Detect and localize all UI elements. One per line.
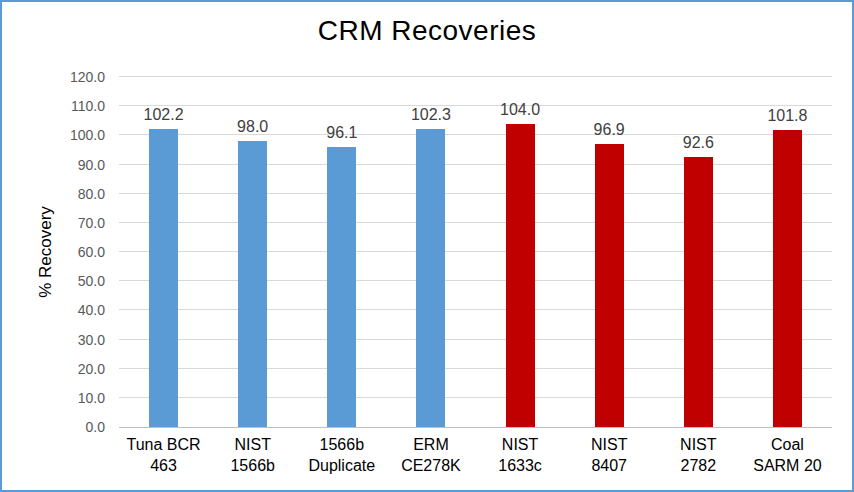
bar <box>238 141 267 427</box>
y-tick-label: 70.0 <box>42 214 105 232</box>
gridline <box>119 309 832 310</box>
x-category-label: ERMCE278K <box>386 434 475 476</box>
y-tick-label: 20.0 <box>42 360 105 378</box>
bar-value-label: 98.0 <box>221 118 285 136</box>
bar <box>595 144 624 427</box>
y-tick-label: 120.0 <box>42 68 105 86</box>
bar-value-label: 96.1 <box>310 124 374 142</box>
y-tick-label: 40.0 <box>42 301 105 319</box>
x-category-label-line: NIST <box>476 434 565 455</box>
gridline <box>119 222 832 223</box>
x-category-label-line: 8407 <box>565 455 654 476</box>
bar-value-label: 102.3 <box>399 106 463 124</box>
x-category-label-line: 463 <box>119 455 208 476</box>
y-tick-label: 30.0 <box>42 331 105 349</box>
x-category-label-line: NIST <box>654 434 743 455</box>
x-category-label: 1566bDuplicate <box>297 434 386 476</box>
x-category-label-line: 1566b <box>297 434 386 455</box>
gridline <box>119 339 832 340</box>
y-tick-label: 90.0 <box>42 156 105 174</box>
y-tick-label: 0.0 <box>42 418 105 436</box>
x-category-label-line: NIST <box>208 434 297 455</box>
bar <box>327 147 356 427</box>
gridline <box>119 280 832 281</box>
bar-value-label: 104.0 <box>488 101 552 119</box>
crm-recoveries-chart[interactable]: CRM Recoveries % Recovery 102.298.096.11… <box>0 0 854 492</box>
gridline <box>119 397 832 398</box>
bar-value-label: 92.6 <box>666 134 730 152</box>
gridline <box>119 164 832 165</box>
bar-value-label: 101.8 <box>755 107 819 125</box>
plot-area: 102.2 98.0 96.1 102.3 104.0 96.9 92.6 101.8 <box>119 77 832 428</box>
x-category-label-line: SARM 20 <box>743 455 832 476</box>
chart-title: CRM Recoveries <box>2 15 852 47</box>
x-category-label: NIST1633c <box>476 434 565 476</box>
gridline <box>119 251 832 252</box>
y-tick-label: 50.0 <box>42 272 105 290</box>
bar <box>506 124 535 427</box>
gridline <box>119 193 832 194</box>
x-category-label-line: Tuna BCR <box>119 434 208 455</box>
gridline <box>119 105 832 106</box>
y-tick-label: 60.0 <box>42 243 105 261</box>
x-category-label-line: CE278K <box>386 455 475 476</box>
x-category-label-line: 1633c <box>476 455 565 476</box>
x-category-label-line: 1566b <box>208 455 297 476</box>
x-category-label-line: Coal <box>743 434 832 455</box>
x-category-label: NIST1566b <box>208 434 297 476</box>
gridline <box>119 76 832 77</box>
x-category-label: Tuna BCR463 <box>119 434 208 476</box>
bar <box>684 157 713 427</box>
x-category-label: CoalSARM 20 <box>743 434 832 476</box>
x-category-label-line: ERM <box>386 434 475 455</box>
y-tick-label: 110.0 <box>42 97 105 115</box>
bar <box>149 129 178 427</box>
bar-value-label: 96.9 <box>577 121 641 139</box>
bar <box>416 129 445 427</box>
x-category-label-line: 2782 <box>654 455 743 476</box>
gridline <box>119 368 832 369</box>
y-tick-label: 100.0 <box>42 126 105 144</box>
bar-value-label: 102.2 <box>132 106 196 124</box>
y-tick-label: 10.0 <box>42 389 105 407</box>
x-category-label: NIST2782 <box>654 434 743 476</box>
bar <box>773 130 802 427</box>
x-category-label-line: NIST <box>565 434 654 455</box>
x-category-label: NIST8407 <box>565 434 654 476</box>
x-category-label-line: Duplicate <box>297 455 386 476</box>
y-tick-label: 80.0 <box>42 185 105 203</box>
